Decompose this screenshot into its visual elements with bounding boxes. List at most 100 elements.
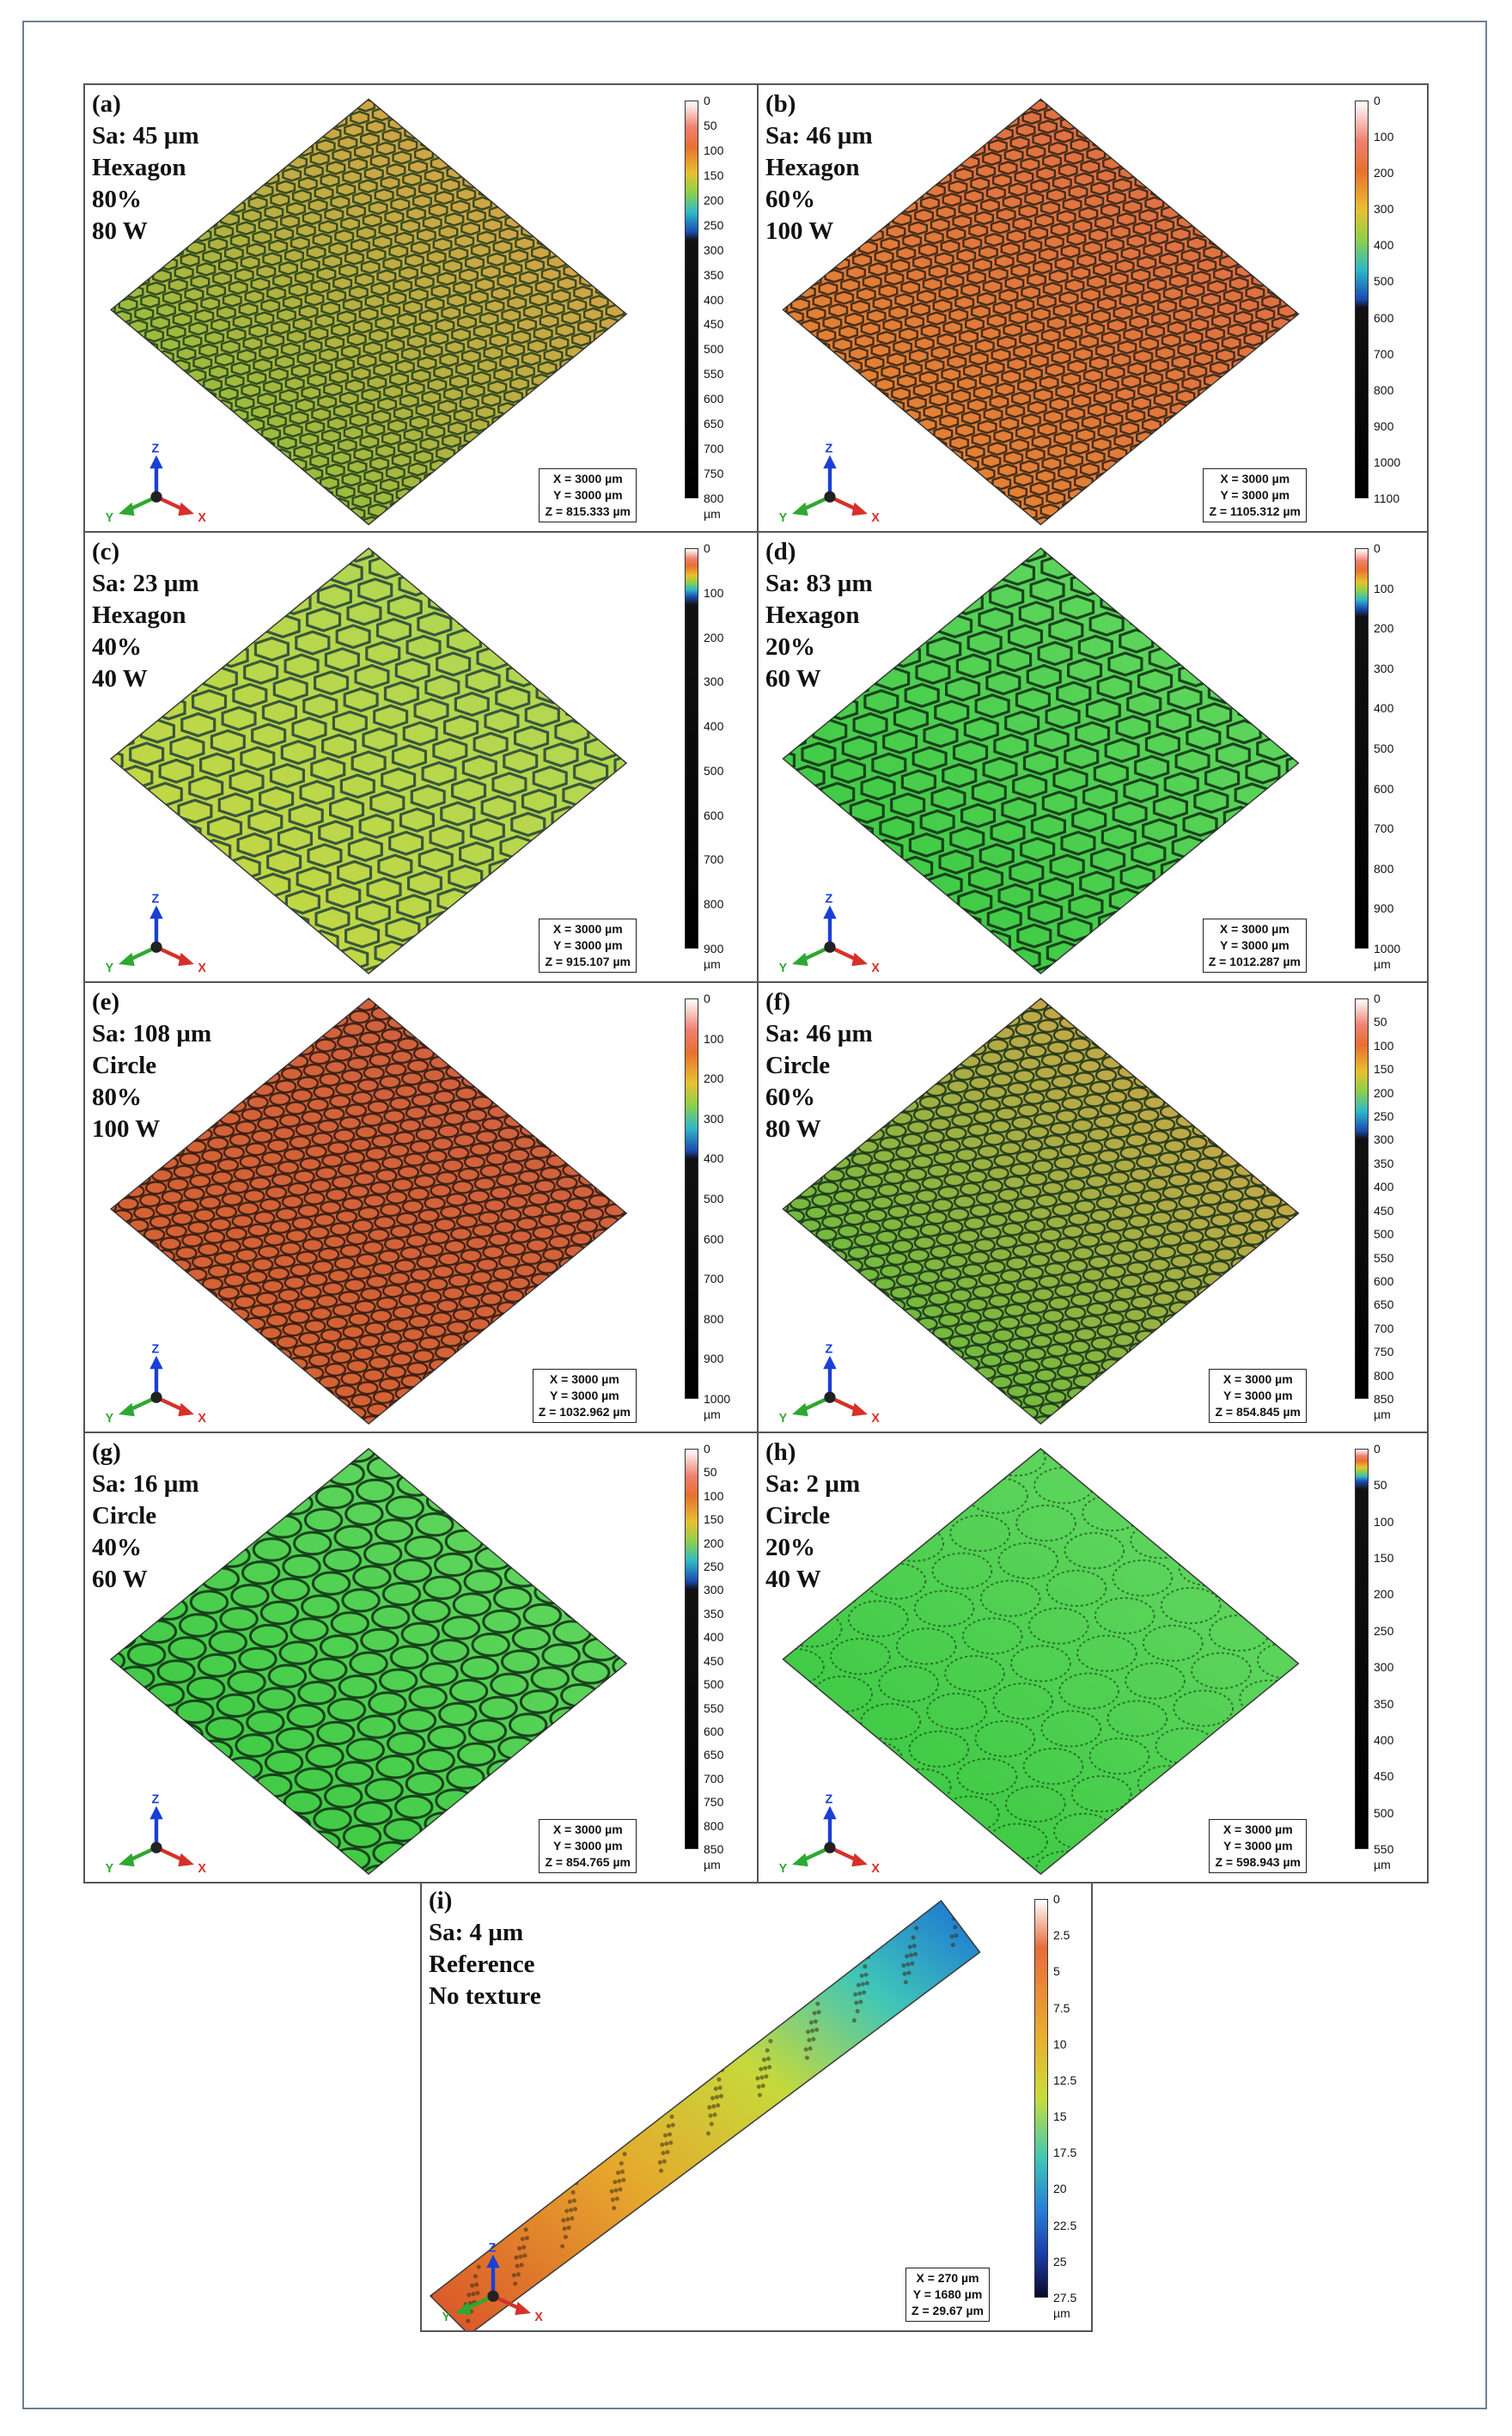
colorbar-tick-label: 0 bbox=[704, 1442, 710, 1456]
panel-label-line: 80 W bbox=[765, 1115, 821, 1143]
panel-label-line: (b) bbox=[765, 90, 796, 118]
colorbar-tick-label: 300 bbox=[704, 1111, 724, 1126]
panel-label-line: Hexagon bbox=[92, 601, 186, 629]
colorbar-unit-h: µm bbox=[1374, 1858, 1391, 1871]
dimension-line: X = 270 µm bbox=[916, 2271, 979, 2285]
colorbar-tick-label: 500 bbox=[1374, 742, 1394, 755]
colorbar-tick-label: 450 bbox=[704, 1653, 724, 1668]
panel-label-f: (f) Sa: 46 µm Circle 60% 80 W bbox=[765, 986, 873, 1145]
dimension-line: Y = 3000 µm bbox=[552, 938, 623, 952]
colorbar-tick-label: 350 bbox=[704, 267, 724, 282]
axis-x-label: X bbox=[871, 511, 880, 525]
colorbar-unit-d: µm bbox=[1374, 957, 1391, 971]
colorbar-tick-label: 850 bbox=[704, 1842, 724, 1856]
surface-c bbox=[109, 547, 628, 974]
colorbar-tick-label: 400 bbox=[1374, 238, 1394, 253]
panel-h: (h) Sa: 2 µm Circle 20% 40 W 0 50 100 150 200 250 3… bbox=[757, 1432, 1429, 1883]
colorbar-tick-label: 25 bbox=[1053, 2254, 1067, 2268]
axis-triad-icon: Z Y X bbox=[106, 1343, 207, 1426]
colorbar-tick-label: 650 bbox=[1374, 1297, 1394, 1312]
panel-label-line: 60 W bbox=[92, 1566, 148, 1593]
panel-label-line: Sa: 23 µm bbox=[92, 570, 199, 597]
colorbar-tick-label: 200 bbox=[1374, 621, 1394, 636]
colorbar-tick-label: 800 bbox=[704, 897, 724, 912]
panel-label-i: (i) Sa: 4 µm Reference No texture bbox=[429, 1885, 541, 2012]
dimension-box-c: X = 3000 µm Y = 3000 µm Z = 915.107 µm bbox=[539, 919, 637, 973]
colorbar-tick-label: 200 bbox=[1374, 1587, 1394, 1602]
colorbar-tick-label: 500 bbox=[704, 1192, 724, 1206]
colorbar-tick-label: 800 bbox=[704, 491, 724, 505]
colorbar-tick-label: 900 bbox=[1374, 418, 1394, 433]
panel-label-line: Circle bbox=[765, 1052, 831, 1079]
colorbar-tick-label: 300 bbox=[704, 242, 724, 257]
dimension-line: X = 3000 µm bbox=[1222, 1822, 1293, 1836]
panel-label-line: 80% bbox=[92, 186, 142, 213]
colorbar-tick-label: 50 bbox=[1374, 1015, 1387, 1029]
axis-triad-icon: Z Y X bbox=[779, 1343, 881, 1426]
colorbar-tick-label: 400 bbox=[1374, 701, 1394, 716]
axis-x-label: X bbox=[534, 2311, 543, 2324]
surface-plot-g bbox=[109, 1448, 628, 1875]
colorbar-tick-label: 700 bbox=[1374, 346, 1394, 361]
colorbar-tick-label: 0 bbox=[704, 94, 710, 107]
panel-i: (i) Sa: 4 µm Reference No texture 0 2.5 5 7.5 10… bbox=[420, 1882, 1093, 2332]
dimension-line: Y = 3000 µm bbox=[1220, 488, 1290, 502]
colorbar-e bbox=[685, 998, 698, 1399]
colorbar-tick-label: 300 bbox=[1374, 661, 1394, 675]
colorbar-unit-c: µm bbox=[704, 957, 721, 971]
panel-label-line: Sa: 2 µm bbox=[765, 1470, 861, 1498]
panel-label-line: (g) bbox=[92, 1438, 121, 1466]
colorbar-tick-label: 700 bbox=[1374, 1321, 1394, 1335]
panel-c: (c) Sa: 23 µm Hexagon 40% 40 W 0 100 200 300 400 5… bbox=[83, 531, 759, 983]
figure-frame bbox=[22, 21, 1487, 2409]
panel-label-line: Sa: 108 µm bbox=[92, 1020, 212, 1047]
colorbar-tick-label: 500 bbox=[1374, 1805, 1394, 1820]
colorbar-tick-label: 400 bbox=[1374, 1732, 1394, 1747]
colorbar-tick-label: 300 bbox=[704, 675, 724, 689]
panel-label-line: Sa: 4 µm bbox=[429, 1919, 524, 1946]
dimension-line: Z = 1105.312 µm bbox=[1209, 504, 1301, 518]
colorbar-tick-label: 15 bbox=[1053, 2109, 1067, 2124]
colorbar-tick-label: 300 bbox=[1374, 202, 1394, 217]
colorbar-tick-label: 100 bbox=[1374, 1514, 1394, 1529]
panel-label-line: Sa: 16 µm bbox=[92, 1470, 199, 1498]
colorbar-tick-label: 700 bbox=[1374, 821, 1394, 836]
colorbar-tick-label: 100 bbox=[704, 143, 724, 157]
colorbar-h bbox=[1355, 1449, 1369, 1849]
colorbar-tick-label: 100 bbox=[704, 1031, 724, 1046]
colorbar-unit-g: µm bbox=[704, 1858, 721, 1871]
axis-x-label: X bbox=[198, 962, 206, 975]
colorbar-c bbox=[685, 548, 698, 949]
colorbar-tick-label: 900 bbox=[1374, 901, 1394, 916]
colorbar-tick-label: 900 bbox=[704, 942, 724, 955]
colorbar-unit-a: µm bbox=[704, 507, 721, 521]
colorbar-tick-label: 100 bbox=[704, 585, 724, 600]
panel-label-g: (g) Sa: 16 µm Circle 40% 60 W bbox=[92, 1437, 199, 1596]
panel-label-line: 40 W bbox=[92, 665, 148, 693]
axis-z-label: Z bbox=[826, 893, 833, 907]
colorbar-tick-label: 650 bbox=[704, 1748, 724, 1762]
panel-label-line: (i) bbox=[429, 1887, 453, 1914]
dimension-line: Y = 3000 µm bbox=[1220, 938, 1289, 952]
dimension-line: Z = 29.67 µm bbox=[911, 2304, 984, 2317]
panel-e: (e) Sa: 108 µm Circle 80% 100 W 0 100 200 300 400… bbox=[83, 981, 759, 1433]
colorbar-tick-label: 200 bbox=[704, 630, 724, 644]
colorbar-tick-label: 22.5 bbox=[1053, 2218, 1077, 2232]
panel-label-line: Sa: 83 µm bbox=[765, 570, 873, 597]
panel-label-line: Hexagon bbox=[92, 154, 186, 181]
panel-label-line: 40% bbox=[92, 633, 142, 661]
axis-triad-icon: Z Y X bbox=[779, 1793, 881, 1876]
surface-h bbox=[782, 1448, 1300, 1875]
colorbar-tick-label: 600 bbox=[704, 808, 724, 822]
panel-g: (g) Sa: 16 µm Circle 40% 60 W 0 50 100 150 200 250… bbox=[83, 1432, 759, 1883]
dimension-box-i: X = 270 µm Y = 1680 µm Z = 29.67 µm bbox=[905, 2268, 990, 2322]
colorbar-tick-label: 600 bbox=[1374, 1273, 1394, 1288]
colorbar-d bbox=[1355, 548, 1369, 949]
axis-triad-icon: Z Y X bbox=[779, 893, 881, 975]
colorbar-tick-label: 0 bbox=[1374, 992, 1381, 1005]
colorbar-tick-label: 300 bbox=[704, 1583, 724, 1597]
dimension-line: X = 3000 µm bbox=[549, 1372, 619, 1386]
panel-label-b: (b) Sa: 46 µm Hexagon 60% 100 W bbox=[765, 89, 873, 247]
panel-label-line: (d) bbox=[765, 538, 796, 565]
surface-plot-f bbox=[782, 998, 1300, 1425]
